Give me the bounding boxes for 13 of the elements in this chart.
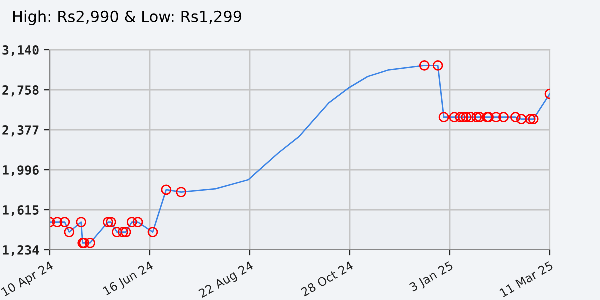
chart-title: High: Rs2,990 & Low: Rs1,299 bbox=[14, 10, 242, 26]
y-tick-label: 1,615 bbox=[3, 206, 39, 217]
x-tick-label: 28 Oct 24 bbox=[300, 260, 354, 297]
x-tick-label: 11 Mar 25 bbox=[499, 261, 554, 298]
y-tick-label: 1,996 bbox=[3, 166, 39, 177]
x-tick-label: 22 Aug 24 bbox=[198, 260, 256, 300]
x-tick-label: 10 Apr 24 bbox=[1, 260, 56, 299]
x-tick-label: 16 Jun 24 bbox=[102, 260, 156, 298]
y-tick-label: 2,377 bbox=[2, 126, 39, 137]
y-tick-label: 1,234 bbox=[3, 245, 40, 256]
x-tick-label: 3 Jan 25 bbox=[409, 261, 455, 294]
y-tick-label: 2,758 bbox=[2, 86, 39, 97]
y-tick-label: 3,140 bbox=[2, 45, 39, 56]
